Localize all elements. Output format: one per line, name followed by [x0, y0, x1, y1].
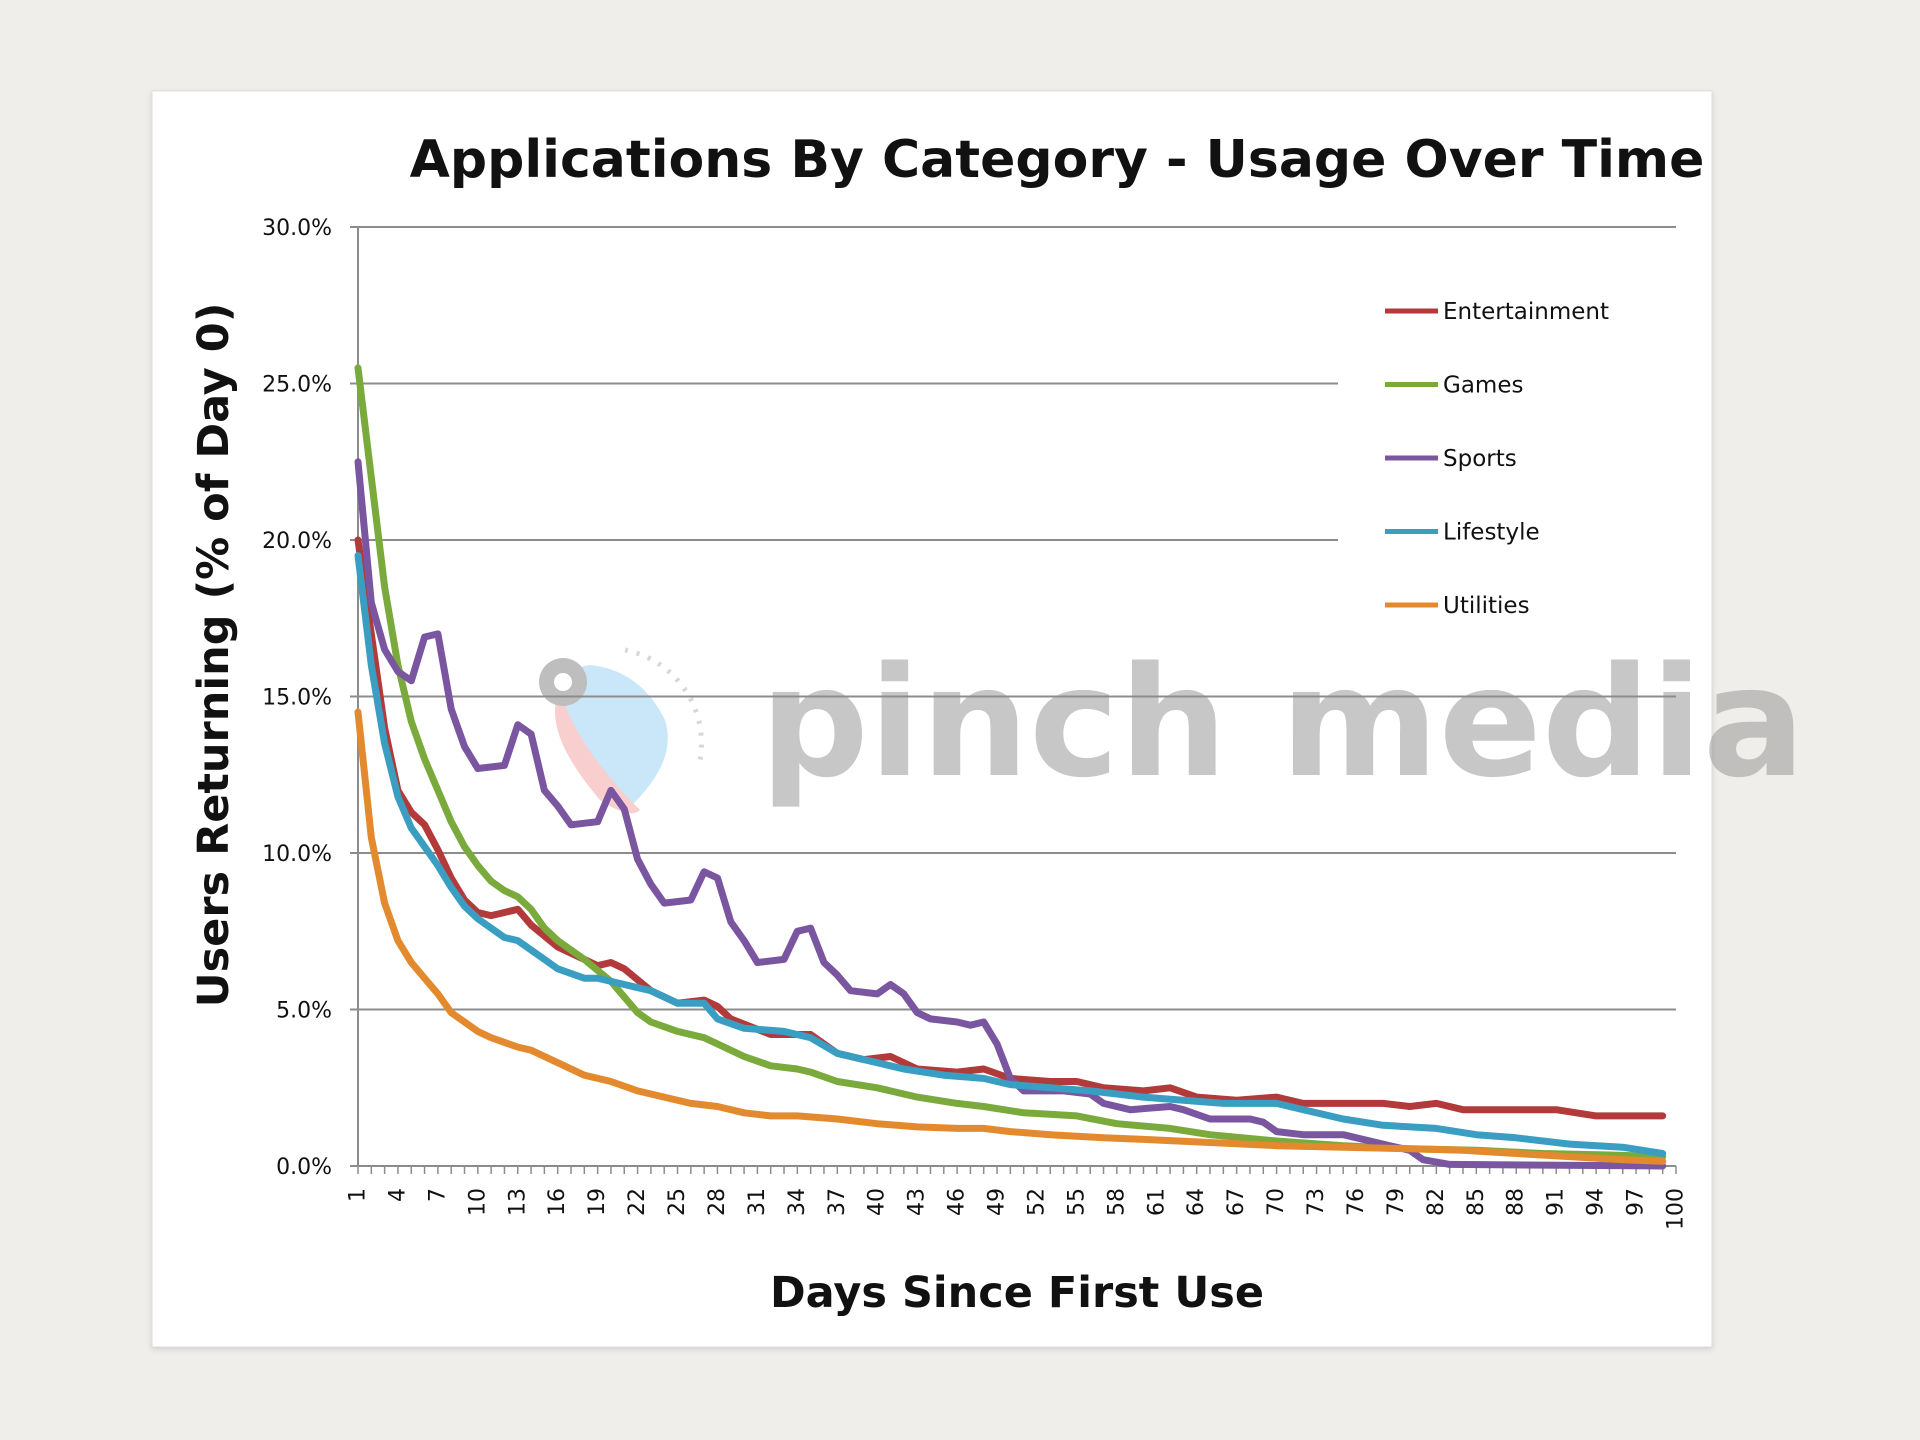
y-tick-label: 20.0%: [262, 529, 332, 554]
y-axis-label: Users Returning (% of Day 0): [189, 303, 239, 1008]
x-tick-label: 94: [1584, 1188, 1609, 1216]
legend-label-utilities: Utilities: [1443, 593, 1530, 619]
x-tick-label: 61: [1144, 1188, 1169, 1216]
legend-label-games: Games: [1443, 373, 1523, 399]
y-tick-label: 10.0%: [262, 842, 332, 867]
x-tick-label: 28: [705, 1188, 730, 1216]
legend-label-entertainment: Entertainment: [1443, 299, 1609, 325]
x-tick-label: 91: [1544, 1188, 1569, 1216]
x-tick-label: 64: [1184, 1188, 1209, 1216]
x-tick-label: 43: [905, 1188, 930, 1216]
series-line-utilities: [354, 708, 1667, 1165]
y-tick-label: 0.0%: [276, 1155, 332, 1180]
x-tick-label: 22: [625, 1188, 650, 1216]
y-tick-label: 15.0%: [262, 686, 332, 711]
x-tick-label: 13: [505, 1188, 530, 1216]
y-tick-label: 5.0%: [276, 999, 332, 1024]
y-tick-labels: 0.0% 5.0% 10.0% 15.0% 20.0% 25.0% 30.0%: [262, 216, 332, 1180]
x-tick-label: 25: [665, 1188, 690, 1216]
x-tick-label: 1: [346, 1188, 371, 1202]
x-tick-label: 88: [1504, 1188, 1529, 1216]
x-tick-label: 10: [465, 1188, 490, 1216]
x-tick-label: 79: [1384, 1188, 1409, 1216]
watermark-text: pinch media: [760, 634, 1805, 811]
watermark-logo-icon: [539, 647, 704, 814]
x-tick-label: 67: [1224, 1188, 1249, 1216]
x-tick-label: 37: [825, 1188, 850, 1216]
x-tick-label: 52: [1024, 1188, 1049, 1216]
series-lines: [354, 364, 1667, 1170]
x-tick-label: 4: [385, 1188, 410, 1202]
x-tick-label: 55: [1064, 1188, 1089, 1216]
y-tick-label: 25.0%: [262, 373, 332, 398]
series-line-sports: [354, 458, 1667, 1170]
legend-box: [1338, 240, 1678, 638]
x-tick-label: 97: [1624, 1188, 1649, 1216]
x-tick-label: 70: [1264, 1188, 1289, 1216]
legend-label-sports: Sports: [1443, 446, 1517, 472]
x-tick-label: 76: [1344, 1188, 1369, 1216]
x-tick-label: 40: [865, 1188, 890, 1216]
x-tick-label: 73: [1304, 1188, 1329, 1216]
x-tick-label: 19: [585, 1188, 610, 1216]
y-tick-label: 30.0%: [262, 216, 332, 241]
series-line-games: [354, 364, 1667, 1161]
legend: Entertainment Games Sports Lifestyle Utiliti…: [1338, 240, 1678, 638]
chart-title: Applications By Category - Usage Over Ti…: [410, 130, 1705, 190]
x-tick-label: 34: [785, 1188, 810, 1216]
x-tick-labels: 1 4 7 10 13 16 19 22 25 28 31 34 37 40 43 46 49 52 55 58 61 6…: [346, 1188, 1689, 1230]
x-tick-label: 85: [1464, 1188, 1489, 1216]
x-tick-label: 82: [1424, 1188, 1449, 1216]
x-tick-label: 100: [1664, 1188, 1689, 1230]
legend-label-lifestyle: Lifestyle: [1443, 520, 1540, 546]
x-tick-label: 46: [945, 1188, 970, 1216]
x-tick-label: 31: [745, 1188, 770, 1216]
x-tick-label: 58: [1104, 1188, 1129, 1216]
watermark: pinch media: [539, 634, 1805, 814]
x-axis-label: Days Since First Use: [770, 1268, 1264, 1318]
x-tick-label: 7: [425, 1188, 450, 1202]
x-tick-label: 49: [985, 1188, 1010, 1216]
series-line-lifestyle: [354, 552, 1667, 1157]
x-tick-label: 16: [545, 1188, 570, 1216]
